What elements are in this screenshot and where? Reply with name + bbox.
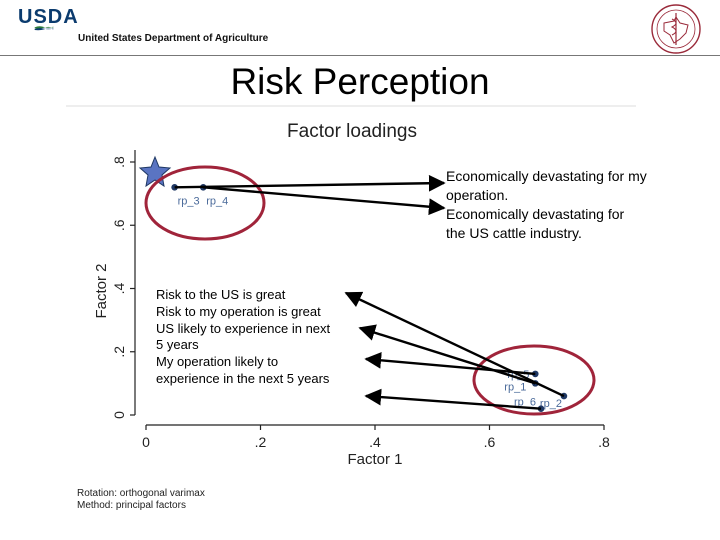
annotation-line: experience in the next 5 years — [156, 370, 330, 386]
y-ticks: 0 .2 .4 .6 .8 — [111, 156, 135, 419]
x-axis-label: Factor 1 — [347, 451, 402, 468]
x-tick-label: .2 — [255, 434, 267, 450]
header-divider — [0, 55, 720, 56]
annotation-line: Risk to the US is great — [156, 287, 286, 302]
point-label: rp_4 — [206, 195, 228, 207]
seal-icon — [651, 4, 701, 54]
usda-hills-icon — [34, 26, 54, 31]
annotation-arrow — [358, 324, 536, 385]
point-label: rp_2 — [540, 398, 562, 410]
rotation-note: Rotation: orthogonal varimax — [77, 488, 205, 499]
y-axis-label: Factor 2 — [93, 263, 110, 318]
annotation-risk: Risk to the US is great Risk to my opera… — [156, 287, 330, 388]
annotation-arrow — [364, 351, 536, 376]
annotation-economic: Economically devastating for my operatio… — [446, 167, 647, 243]
annotation-arrow — [203, 186, 446, 216]
annotation-line: US likely to experience in next — [156, 320, 331, 336]
annotation-arrow — [344, 291, 565, 398]
y-tick-label: .6 — [111, 219, 127, 231]
annotation-arrows — [174, 174, 565, 410]
chart-title: Factor loadings — [287, 121, 417, 142]
method-note: Method: principal factors — [77, 500, 186, 511]
annotation-line: Risk to my operation is great — [156, 303, 321, 319]
annotation-arrow — [364, 388, 542, 410]
y-tick-label: .4 — [111, 282, 127, 294]
header: USDA United States Department of Agricul… — [0, 0, 720, 56]
highlight-ellipse-upper — [144, 165, 266, 241]
usda-logo: USDA — [18, 6, 79, 28]
y-tick-label: .8 — [111, 156, 127, 168]
annotation-line: 5 years — [156, 337, 199, 353]
y-tick-label: .2 — [111, 346, 127, 358]
department-name: United States Department of Agriculture — [78, 33, 269, 44]
annotation-line: operation. — [446, 187, 509, 203]
slide-title: Risk Perception — [230, 61, 490, 102]
x-tick-label: 0 — [142, 434, 150, 450]
annotation-line: Economically devastating for my — [446, 168, 647, 184]
point-label: rp_6 — [514, 397, 536, 409]
annotation-line: Economically devastating for — [446, 206, 625, 222]
point-label: rp_1 — [504, 381, 526, 393]
annotation-arrow — [174, 174, 446, 192]
x-tick-label: .6 — [484, 434, 496, 450]
x-tick-label: .4 — [369, 434, 381, 450]
annotation-line: My operation likely to — [156, 354, 279, 370]
annotation-line: the US cattle industry. — [446, 225, 582, 241]
x-tick-label: .8 — [598, 434, 610, 450]
x-ticks: 0 .2 .4 .6 .8 — [142, 425, 610, 450]
point-label: rp_3 — [178, 195, 200, 207]
y-tick-label: 0 — [111, 411, 127, 419]
highlight-ellipse-lower — [472, 344, 596, 416]
footnote: Rotation: orthogonal varimax Method: pri… — [77, 488, 205, 512]
